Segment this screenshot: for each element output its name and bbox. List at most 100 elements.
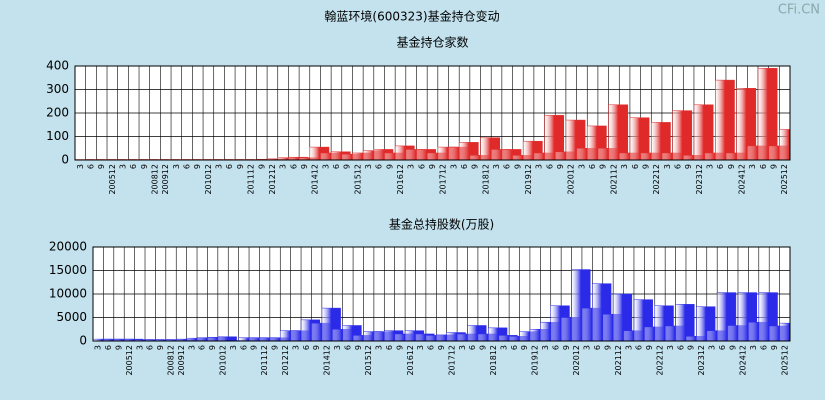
- x-tick-label: 202512: [780, 345, 789, 376]
- x-tick-label: 202112: [614, 345, 623, 376]
- x-tick-label: 200812: [151, 164, 160, 195]
- x-tick-label: 6: [503, 164, 512, 169]
- x-tick-label: 9: [354, 345, 363, 350]
- x-tick-label: 201912: [531, 345, 540, 376]
- x-tick-label: 6: [289, 164, 298, 169]
- x-tick-label: 6: [718, 345, 727, 350]
- x-tick-label: 200512: [125, 345, 134, 376]
- x-tick-label: 202212: [655, 345, 664, 376]
- x-tick-label: 202112: [609, 164, 618, 195]
- bars: [75, 68, 790, 160]
- x-tick-label: 3: [458, 345, 467, 350]
- y-tick-label: 100: [46, 129, 69, 143]
- x-tick-label: 3: [666, 345, 675, 350]
- y-tick-label: 200: [46, 106, 69, 120]
- x-tick-label: 3: [492, 164, 501, 169]
- x-tick-label: 201412: [311, 164, 320, 195]
- x-tick-label: 3: [291, 345, 300, 350]
- x-tick-label: 6: [385, 345, 394, 350]
- y-tick-label: 20000: [49, 240, 87, 254]
- y-tick-label: 15000: [49, 263, 87, 277]
- x-tick-label: 6: [332, 164, 341, 169]
- x-tick-label: 6: [635, 345, 644, 350]
- x-tick-label: 3: [499, 345, 508, 350]
- x-tick-label: 3: [215, 164, 224, 169]
- x-tick-label: 201212: [268, 164, 277, 195]
- x-tick-label: 201712: [447, 345, 456, 376]
- x-tick-label: 3: [705, 164, 714, 169]
- x-tick-label: 3: [663, 164, 672, 169]
- x-tick-label: 200912: [161, 164, 170, 195]
- x-tick-label: 9: [395, 345, 404, 350]
- x-tick-label: 9: [769, 164, 778, 169]
- x-tick-label: 201512: [364, 345, 373, 376]
- bar: [672, 110, 693, 160]
- x-tick-label: 3: [583, 345, 592, 350]
- x-tick-label: 9: [257, 164, 266, 169]
- x-tick-label: 6: [673, 164, 682, 169]
- y-tick-label: 0: [61, 153, 69, 167]
- x-tick-label: 6: [468, 345, 477, 350]
- main-title: 翰蓝环境(600323)基金持仓变动: [324, 9, 499, 24]
- x-tick-label: 6: [417, 164, 426, 169]
- x-tick-label: 6: [183, 164, 192, 169]
- bar: [651, 122, 671, 160]
- x-tick-label: 6: [198, 345, 207, 350]
- x-tick-label: 6: [460, 164, 469, 169]
- x-tick-label: 200912: [177, 345, 186, 376]
- x-tick-label: 6: [716, 164, 725, 169]
- x-tick-label: 201812: [489, 345, 498, 376]
- x-tick-label: 6: [375, 164, 384, 169]
- x-tick-label: 3: [364, 164, 373, 169]
- x-tick-label: 6: [593, 345, 602, 350]
- x-tick-label: 3: [94, 345, 103, 350]
- x-tick-label: 201612: [406, 345, 415, 376]
- x-tick-label: 200812: [167, 345, 176, 376]
- x-tick-label: 201612: [396, 164, 405, 195]
- plot-border: [74, 65, 791, 161]
- x-tick-label: 202012: [572, 345, 581, 376]
- bar: [715, 79, 735, 160]
- x-tick-label: 202312: [697, 345, 706, 376]
- x-tick-label: 202512: [780, 164, 789, 195]
- x-tick-label: 3: [624, 345, 633, 350]
- x-tick-label: 3: [333, 345, 342, 350]
- x-tick-label: 3: [620, 164, 629, 169]
- x-tick-label: 201112: [260, 345, 269, 376]
- bar: [693, 104, 714, 160]
- x-tick-label: 3: [541, 345, 550, 350]
- chart-title: 基金持仓家数: [396, 35, 468, 50]
- x-tick-label: 9: [428, 164, 437, 169]
- x-tick-label: 9: [156, 345, 165, 350]
- x-tick-label: 201412: [323, 345, 332, 376]
- x-tick-label: 9: [556, 164, 565, 169]
- y-tick-label: 0: [79, 334, 87, 348]
- x-tick-label: 3: [279, 164, 288, 169]
- bars: [93, 269, 790, 341]
- bar: [779, 129, 790, 160]
- x-tick-label: 201712: [439, 164, 448, 195]
- x-tick-label: 3: [577, 164, 586, 169]
- x-tick-label: 6: [225, 164, 234, 169]
- x-tick-label: 201912: [524, 164, 533, 195]
- x-tick-label: 6: [343, 345, 352, 350]
- x-tick-label: 9: [140, 164, 149, 169]
- x-tick-label: 6: [631, 164, 640, 169]
- x-tick-label: 3: [187, 345, 196, 350]
- x-tick-label: 202212: [652, 164, 661, 195]
- x-tick-label: 201012: [204, 164, 213, 195]
- x-tick-label: 9: [115, 345, 124, 350]
- x-tick-label: 9: [300, 164, 309, 169]
- x-tick-label: 9: [727, 164, 736, 169]
- bar: [675, 304, 695, 341]
- plot-border: [92, 246, 791, 342]
- x-tick-label: 9: [193, 164, 202, 169]
- x-tick-label: 3: [416, 345, 425, 350]
- x-tick-label: 3: [707, 345, 716, 350]
- x-tick-label: 6: [239, 345, 248, 350]
- chart-title: 基金总持股数(万股): [389, 217, 494, 232]
- x-tick-label: 9: [97, 164, 106, 169]
- x-tick-label: 9: [271, 345, 280, 350]
- x-tick-label: 201112: [247, 164, 256, 195]
- x-tick-label: 9: [770, 345, 779, 350]
